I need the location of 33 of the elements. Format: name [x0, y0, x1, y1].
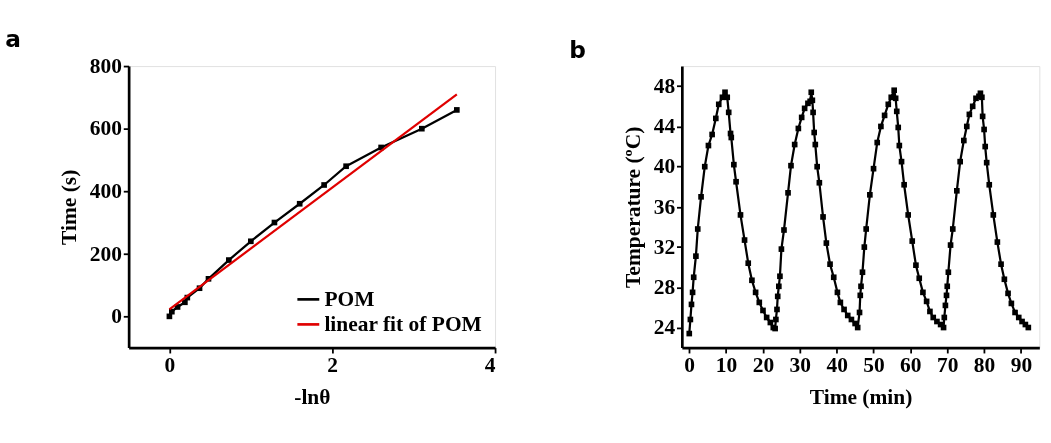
x-tick-label: 10 [715, 353, 738, 378]
y-tick-label: 0 [111, 304, 122, 329]
y-tick-label: 48 [653, 73, 676, 98]
x-tick-label: 4 [484, 353, 496, 378]
y-tick-label: 400 [89, 178, 122, 203]
x-tick-label: 0 [684, 353, 696, 378]
x-axis-title: Time (min) [809, 385, 913, 410]
x-tick-label: 90 [1010, 353, 1033, 378]
chart-title: a [5, 25, 22, 53]
y-tick-label: 24 [653, 315, 676, 340]
x-tick-label: 0 [164, 353, 176, 378]
y-tick-label: 200 [89, 241, 122, 266]
chart-title: b [569, 36, 586, 64]
x-tick-label: 80 [973, 353, 996, 378]
y-tick-label: 600 [89, 116, 122, 141]
y-tick-label: 44 [653, 114, 676, 139]
x-axis-title: -lnθ [294, 385, 331, 410]
x-tick-label: 2 [327, 353, 339, 378]
y-tick-label: 32 [653, 234, 676, 259]
x-tick-label: 70 [936, 353, 959, 378]
x-tick-label: 30 [789, 353, 811, 378]
x-tick-label: 50 [863, 353, 885, 378]
x-tick-label: 60 [900, 353, 922, 378]
legend-label: POM [324, 286, 375, 311]
x-tick-label: 20 [752, 353, 775, 378]
y-tick-label: 800 [89, 53, 122, 78]
y-axis-title: Time (s) [57, 169, 82, 245]
y-axis-title: Temperature (ºC) [621, 126, 646, 288]
x-tick-label: 40 [826, 353, 848, 378]
y-tick-label: 36 [653, 194, 676, 219]
y-tick-label: 28 [653, 275, 676, 300]
legend-label: linear fit of POM [324, 311, 482, 336]
y-tick-label: 40 [653, 154, 676, 179]
